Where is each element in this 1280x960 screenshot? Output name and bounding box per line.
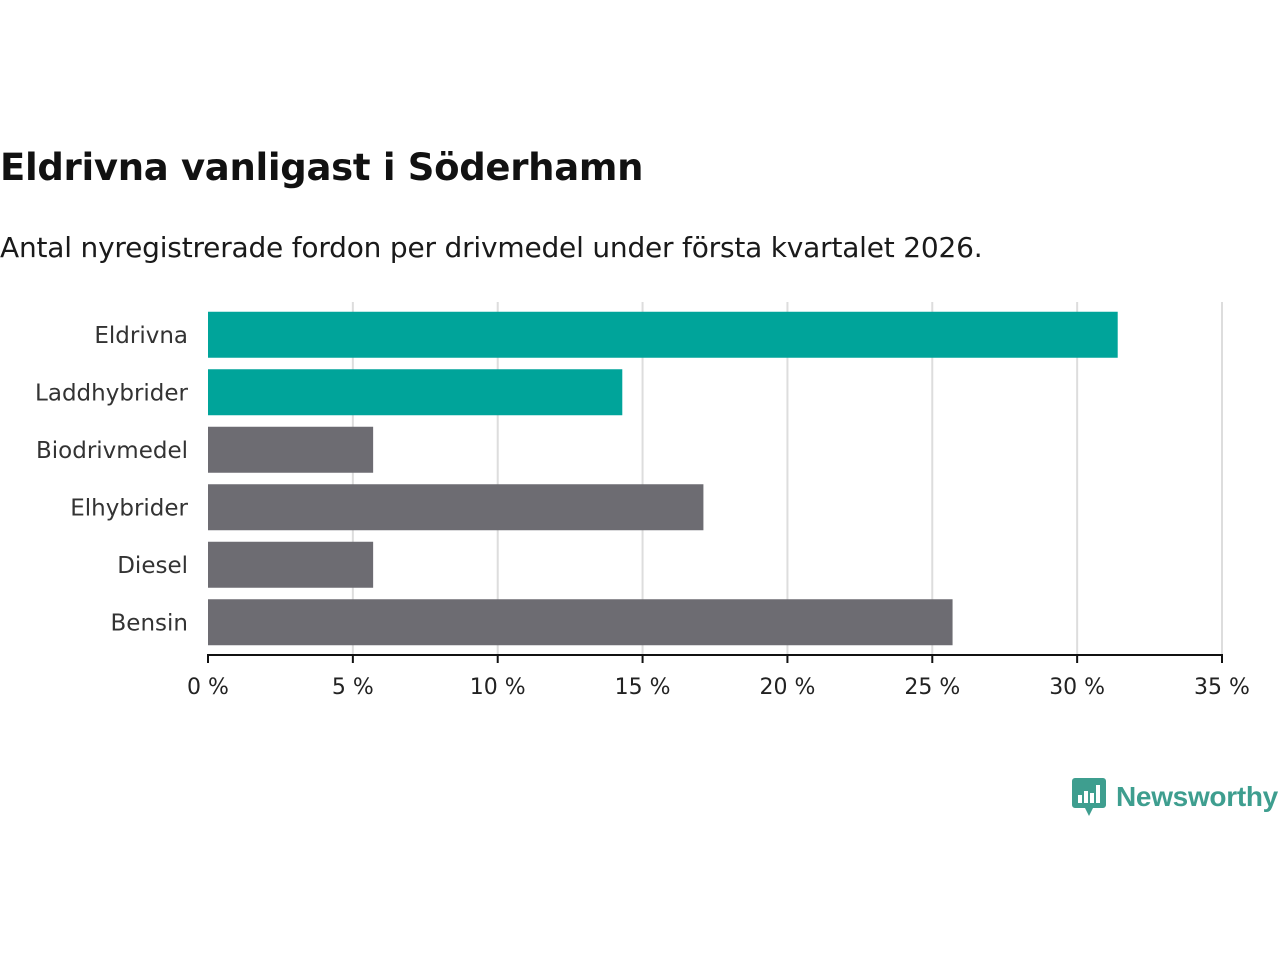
category-label: Laddhybrider <box>35 380 188 406</box>
x-tick-label: 35 % <box>1194 675 1250 700</box>
category-label: Bensin <box>111 610 188 636</box>
x-tick-label: 15 % <box>615 675 671 700</box>
newsworthy-logo[interactable]: Newsworthy <box>1072 776 1278 818</box>
x-tick-label: 30 % <box>1049 675 1105 700</box>
chart-subtitle: Antal nyregistrerade fordon per drivmede… <box>0 231 983 264</box>
category-label: Elhybrider <box>70 495 188 521</box>
x-tick-label: 25 % <box>904 675 960 700</box>
bar-elhybrider <box>208 484 704 531</box>
newsworthy-logo-icon <box>1072 778 1106 816</box>
category-label: Diesel <box>117 553 188 579</box>
x-tick-label: 20 % <box>759 675 815 700</box>
category-label: Biodrivmedel <box>36 438 188 464</box>
x-tick-label: 10 % <box>470 675 526 700</box>
bar-diesel <box>208 541 374 588</box>
chart-title: Eldrivna vanligast i Söderhamn <box>0 146 644 189</box>
bar-biodrivmedel <box>208 426 374 473</box>
category-label: Eldrivna <box>94 323 188 349</box>
x-tick-label: 5 % <box>332 675 374 700</box>
bar-bensin <box>208 599 953 646</box>
bar-laddhybrider <box>208 369 623 416</box>
newsworthy-logo-text: Newsworthy <box>1116 781 1278 812</box>
x-tick-label: 0 % <box>187 675 229 700</box>
bar-eldrivna <box>208 311 1118 358</box>
